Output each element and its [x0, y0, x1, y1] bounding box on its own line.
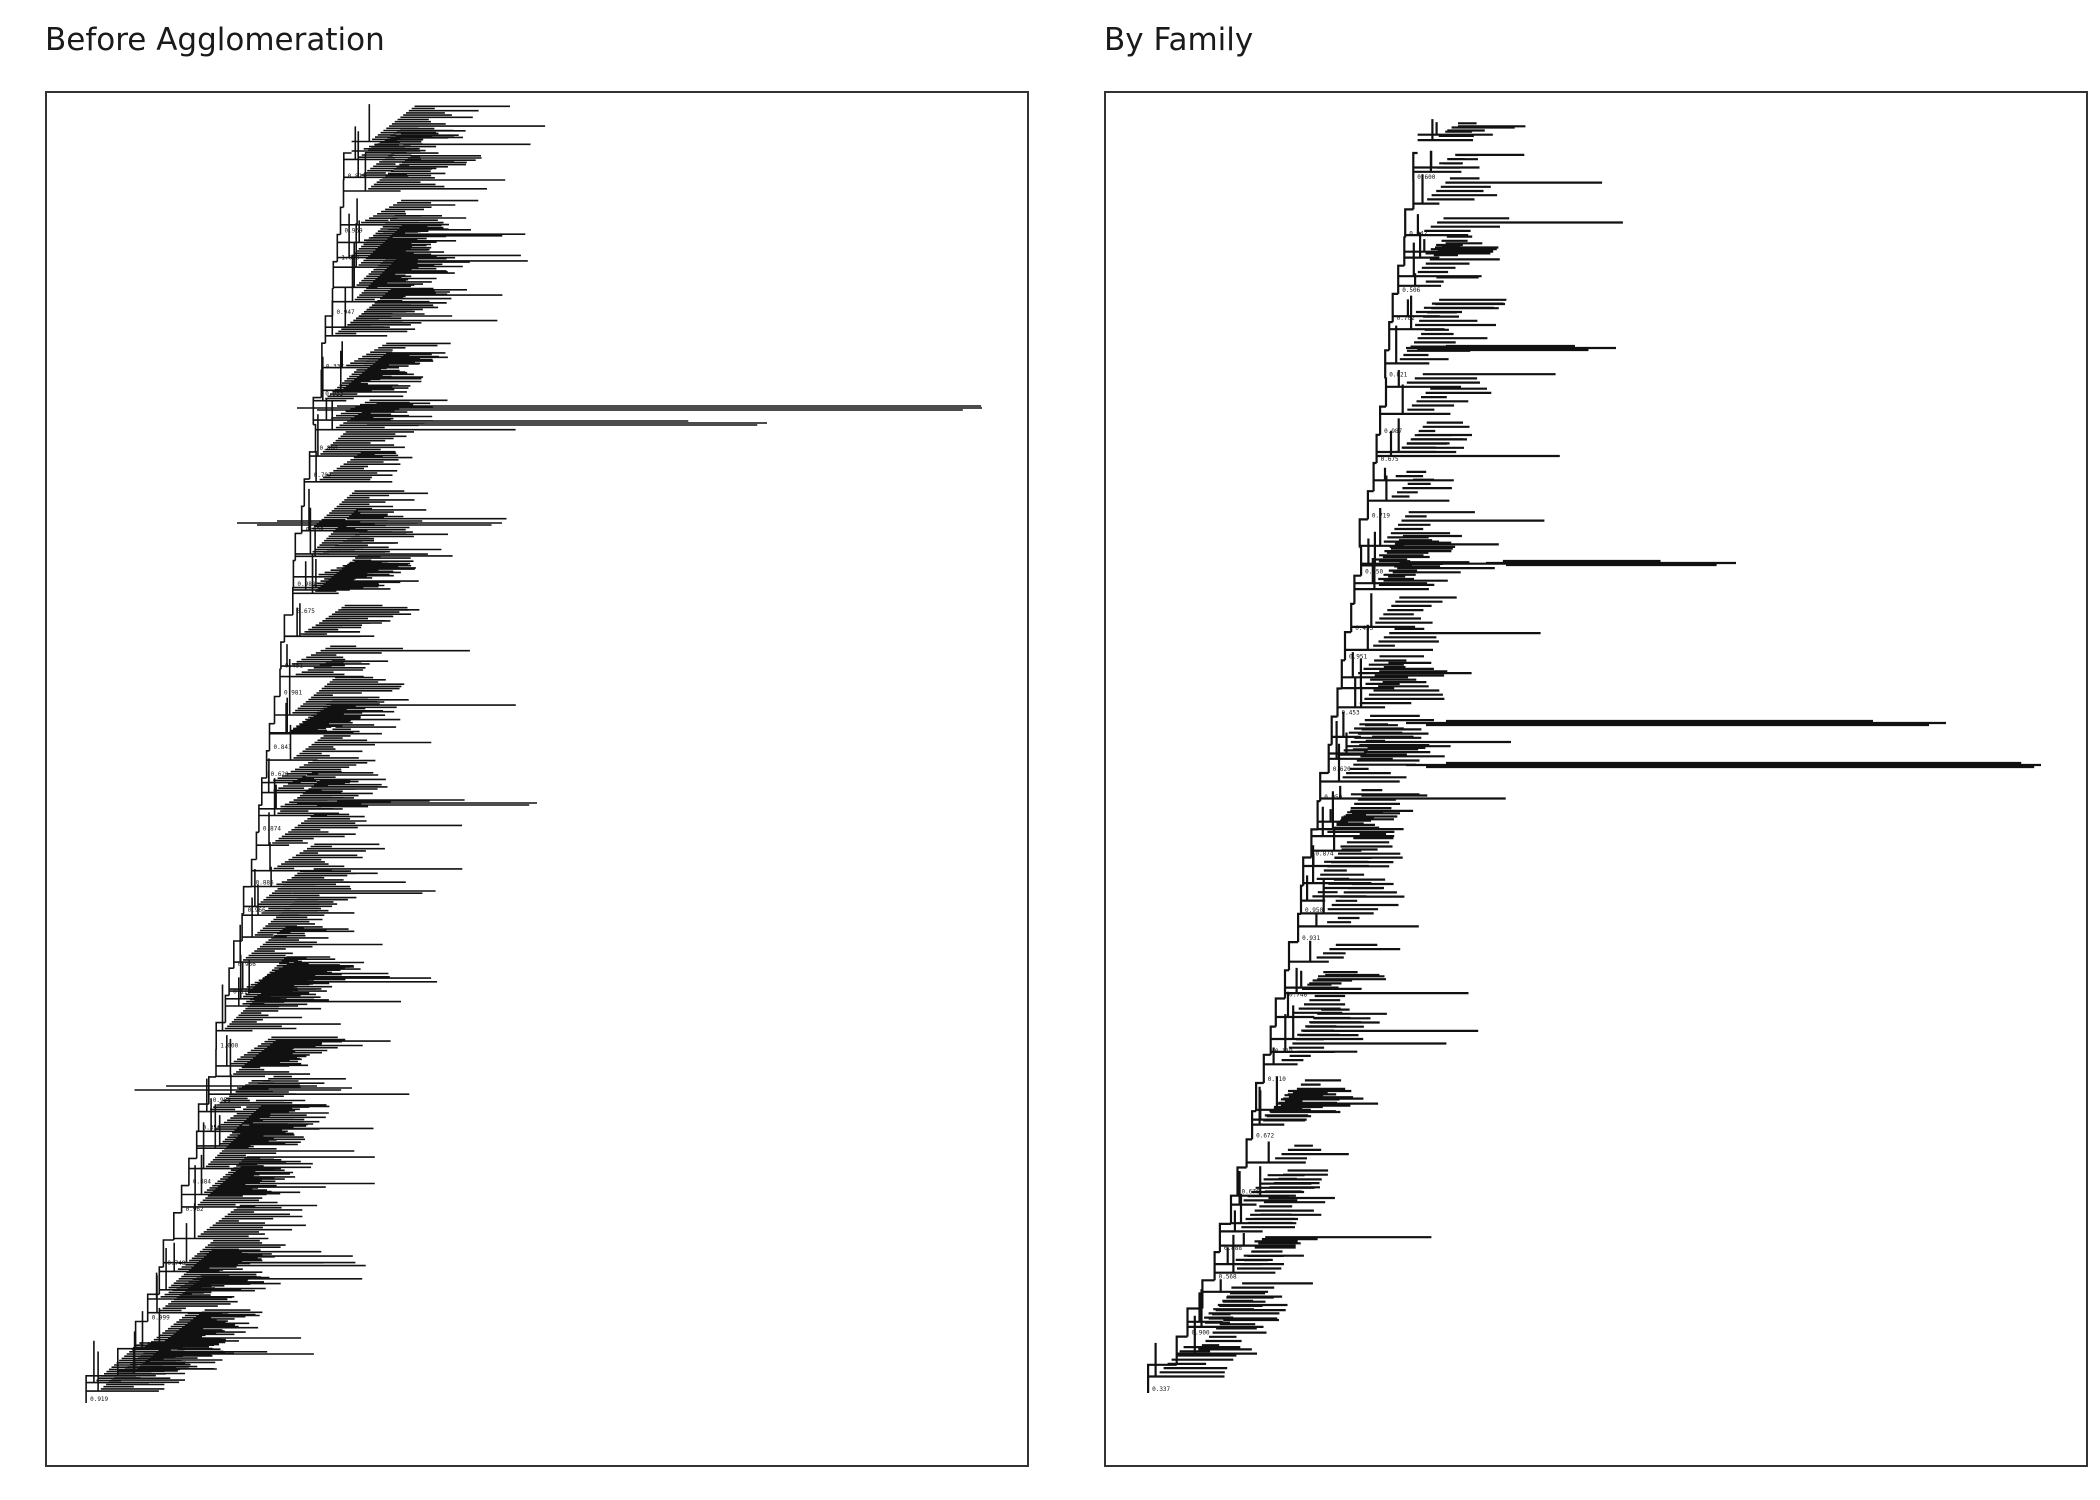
node-support-label: 0.841	[274, 744, 292, 751]
tree-branch-path	[85, 104, 982, 1403]
node-support-label: 0.958	[306, 526, 324, 533]
node-support-label: 0.568	[1219, 1273, 1237, 1280]
node-support-label: 0.999	[152, 1315, 170, 1322]
node-support-label: 0.987	[1384, 428, 1402, 435]
tree-branch-path	[1147, 119, 2041, 1393]
node-support-label: 0.337	[326, 363, 344, 370]
node-support-label: 0.119	[233, 988, 251, 995]
node-support-label: 0.966	[248, 907, 266, 914]
node-support-label: 0.676	[1242, 1189, 1260, 1196]
node-support-label: 0.919	[90, 1396, 108, 1403]
node-support-label: 0.880	[320, 445, 338, 452]
node-support-label: 1.000	[220, 1043, 238, 1050]
panel-title-left: Before Agglomeration	[45, 22, 385, 58]
node-support-label: 0.710	[1268, 1076, 1286, 1083]
node-support-label: 0.675	[1381, 456, 1399, 463]
node-support-label: 0.337	[1152, 1386, 1170, 1393]
node-support-label: 0.886	[256, 880, 274, 887]
panel-title-right: By Family	[1104, 22, 1254, 58]
node-support-label: 0.812	[348, 173, 366, 180]
node-support-label: 0.620	[271, 771, 289, 778]
node-support-label: 0.506	[1402, 287, 1420, 294]
node-support-label: 0.988	[297, 581, 315, 588]
node-support-label: 0.947	[337, 309, 355, 316]
node-support-label: 0.958	[213, 1097, 231, 1104]
node-support-label: 0.900	[1192, 1330, 1210, 1337]
node-support-label: 0.451	[285, 662, 303, 669]
phylogenetic-tree-by-family: 0.337 0.900 0.568 0.888 0.676 0.672 0.710 0.119…	[1147, 119, 2041, 1393]
node-support-label: 0.931	[1302, 935, 1320, 942]
node-support-label: 0.959	[1324, 794, 1342, 801]
node-support-label: 0.884	[193, 1179, 211, 1186]
node-support-label: 0.453	[1355, 625, 1373, 632]
node-support-label: 0.981	[140, 1342, 158, 1349]
phylogenetic-tree-before-agglomeration: 0.919 0.981 0.999 0.748 0.962 0.884 0.356 0.958…	[85, 104, 982, 1403]
node-support-label: 0.942	[1409, 231, 1427, 238]
node-support-label: 0.119	[1275, 1048, 1293, 1055]
node-support-label: 0.956	[238, 961, 256, 968]
node-support-label: 0.600	[1417, 174, 1435, 181]
tree-panel-before-agglomeration: 0.919 0.981 0.999 0.748 0.962 0.884 0.356 0.958…	[45, 91, 1029, 1467]
tree-branches	[85, 104, 982, 1403]
node-support-label: 0.821	[1389, 372, 1407, 379]
node-support-label: 0.672	[1256, 1132, 1274, 1139]
node-support-label: 0.453	[1342, 710, 1360, 717]
node-support-label: 0.702	[1397, 315, 1415, 322]
node-support-label: 0.650	[1365, 569, 1383, 576]
node-support-label: 0.748	[1289, 992, 1307, 999]
node-support-label: 0.874	[263, 825, 281, 832]
tree-branches	[1147, 119, 2041, 1393]
node-support-label: 1.000	[341, 255, 359, 262]
tree-panel-by-family: 0.337 0.900 0.568 0.888 0.676 0.672 0.710 0.119…	[1104, 91, 2088, 1467]
node-support-label: 0.675	[297, 608, 315, 615]
node-support-label: 0.719	[1372, 512, 1390, 519]
node-support-label: 0.951	[1349, 653, 1367, 660]
node-support-label: 0.874	[1315, 851, 1333, 858]
node-support-label: 0.748	[167, 1260, 185, 1267]
node-support-label: 0.950	[1305, 907, 1323, 914]
node-support-label: 0.356	[203, 1124, 221, 1131]
node-support-label: 0.962	[186, 1206, 204, 1213]
node-support-label: 0.702	[314, 472, 332, 479]
node-support-label: 0.933	[325, 391, 343, 398]
node-support-label: 0.981	[284, 690, 302, 697]
node-support-label: 0.888	[1224, 1245, 1242, 1252]
node-support-label: 0.620	[1333, 766, 1351, 773]
node-support-label: 0.969	[345, 228, 363, 235]
